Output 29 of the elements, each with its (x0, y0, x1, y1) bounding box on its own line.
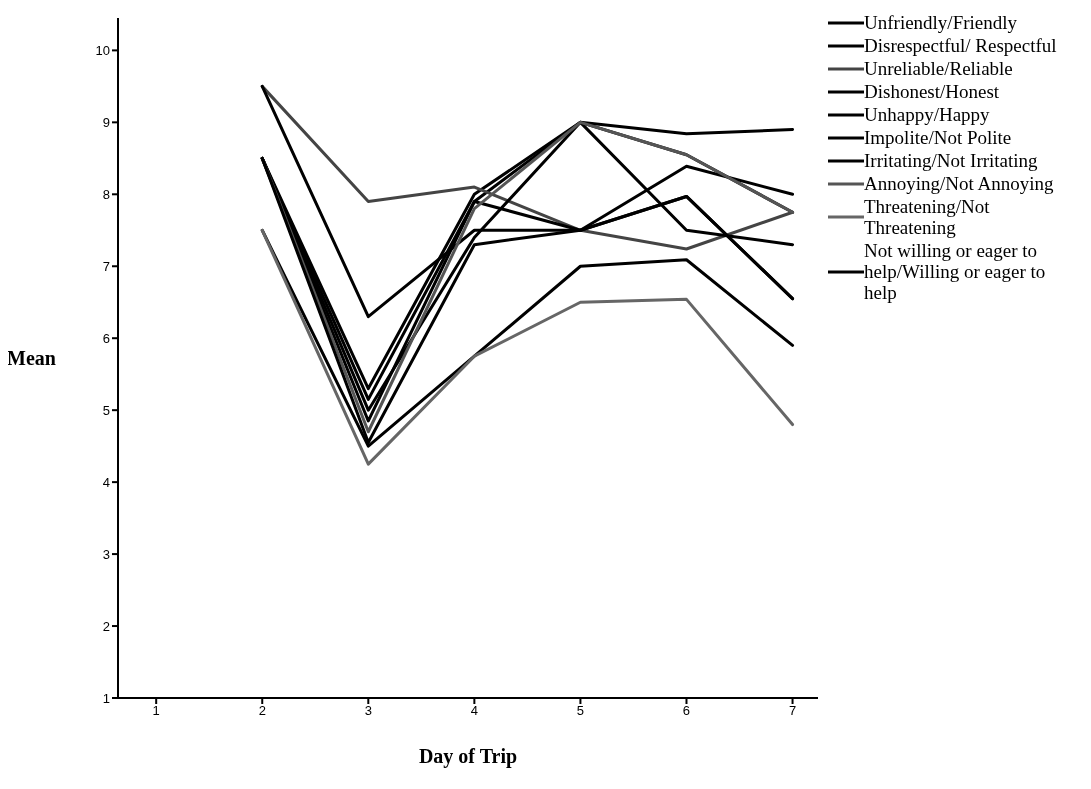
legend-label: Unhappy/Happy (864, 104, 991, 125)
y-tick-label: 8 (102, 186, 110, 202)
x-tick-label: 5 (576, 703, 585, 719)
legend-label: Dishonest/Honest (864, 81, 1001, 102)
x-axis-title: Day of Trip (418, 745, 518, 768)
y-tick-label: 6 (102, 330, 110, 346)
y-tick-label: 3 (102, 546, 110, 562)
legend-label: Disrespectful/ Respectful (864, 35, 1058, 56)
x-tick-label: 7 (788, 703, 797, 719)
legend-label: Unreliable/Reliable (864, 58, 1014, 79)
x-tick-label: 3 (364, 703, 372, 719)
legend-label: Not willing or eager to help/Willing or eager to help (864, 240, 1047, 303)
y-tick-label: 7 (102, 258, 110, 274)
x-tick-label: 6 (682, 703, 691, 719)
legend-label: Impolite/Not Polite (864, 127, 1013, 148)
y-tick-label: 10 (95, 43, 110, 58)
x-tick-label: 2 (258, 703, 266, 719)
y-tick-label: 4 (102, 474, 110, 490)
y-tick-label: 1 (102, 690, 110, 706)
y-tick-label: 2 (102, 618, 110, 634)
y-tick-label: 9 (102, 114, 110, 130)
y-tick-label: 5 (102, 402, 110, 418)
legend-label: Unfriendly/Friendly (864, 12, 1019, 33)
x-tick-label: 1 (152, 703, 160, 719)
legend-label: Irritating/Not Irritating (864, 150, 1039, 171)
x-tick-label: 4 (470, 703, 478, 719)
y-axis-title: Mean (7, 347, 56, 370)
legend-label: Threatening/Not Threatening (864, 196, 991, 238)
legend-label: Annoying/Not Annoying (864, 173, 1055, 194)
